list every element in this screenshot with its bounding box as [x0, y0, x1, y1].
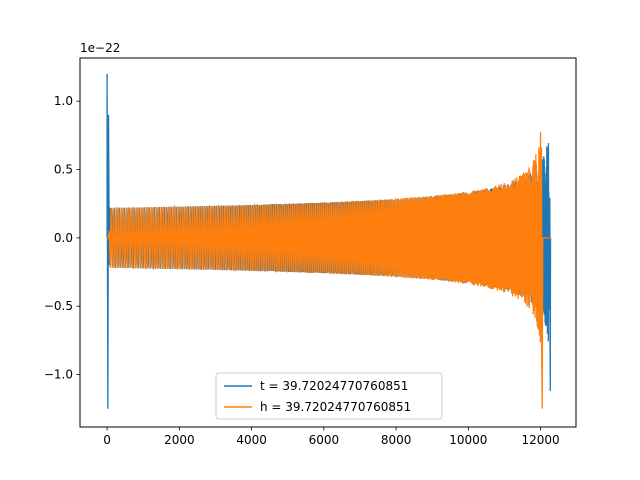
series-line-h: [107, 131, 552, 409]
y-tick-label: −1.0: [44, 368, 73, 382]
legend-label-t: t = 39.72024770760851: [260, 379, 408, 393]
y-tick-label: 0.5: [54, 163, 73, 177]
x-tick-label: 12000: [522, 433, 560, 447]
legend: t = 39.72024770760851 h = 39.72024770760…: [215, 372, 443, 420]
y-tick-label: 0.0: [54, 231, 73, 245]
x-tick-label: 2000: [164, 433, 195, 447]
y-offset-text: 1e−22: [80, 41, 120, 55]
x-axis: 0 2000 4000 6000 8000 10000 12000: [103, 427, 560, 447]
x-tick-label: 4000: [236, 433, 267, 447]
legend-box: [215, 372, 443, 420]
x-tick-label: 10000: [449, 433, 487, 447]
y-tick-label: 1.0: [54, 94, 73, 108]
x-tick-label: 6000: [309, 433, 340, 447]
series-layer: [106, 73, 552, 409]
x-tick-label: 8000: [381, 433, 412, 447]
legend-label-h: h = 39.72024770760851: [260, 400, 411, 414]
y-axis: −1.0 −0.5 0.0 0.5 1.0: [44, 94, 80, 382]
y-tick-label: −0.5: [44, 299, 73, 313]
x-tick-label: 0: [103, 433, 111, 447]
axes-frame: [79, 57, 577, 428]
